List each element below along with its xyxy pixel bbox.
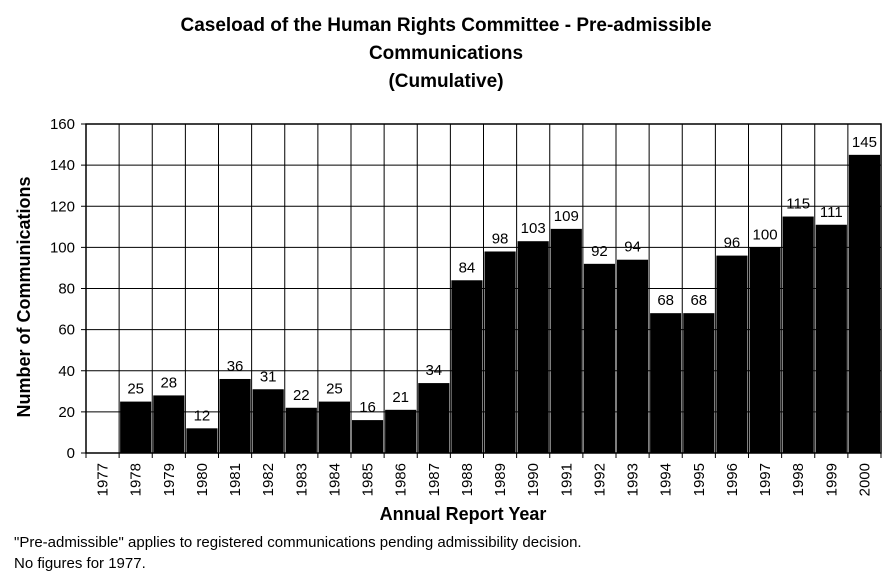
bar-1993: [616, 259, 649, 453]
x-tick-label-1981: 1981: [227, 463, 244, 496]
y-tick-label: 40: [58, 363, 75, 380]
x-tick-label-2000: 2000: [856, 463, 873, 496]
x-tick-label-1996: 1996: [724, 463, 741, 496]
data-label-1998: 115: [786, 196, 810, 213]
footnote-1977: No figures for 1977.: [14, 555, 146, 572]
x-tick-label-1985: 1985: [360, 463, 377, 496]
bar-1987: [418, 383, 450, 453]
data-label-1980: 12: [194, 407, 211, 424]
bars: [120, 154, 881, 453]
data-label-1987: 34: [425, 362, 442, 379]
bar-1983: [285, 407, 317, 453]
y-tick-label: 160: [50, 116, 75, 133]
x-tick-label-1987: 1987: [426, 463, 443, 496]
y-axis-label: Number of Communications: [14, 176, 34, 417]
y-tick-label: 80: [58, 281, 75, 298]
y-tick-label: 100: [50, 239, 75, 256]
x-tick-label-1992: 1992: [591, 463, 608, 496]
x-tick-label-1997: 1997: [757, 463, 774, 496]
x-tick-label-1990: 1990: [525, 463, 542, 496]
bar-1978: [120, 401, 152, 453]
bar-1985: [351, 420, 384, 453]
chart-title-line-1: Caseload of the Human Rights Committee -…: [180, 15, 712, 36]
bar-1994: [650, 313, 682, 453]
y-tick-label: 0: [67, 445, 75, 462]
x-tick-label-1984: 1984: [326, 463, 343, 496]
y-tick-label: 140: [50, 157, 75, 174]
data-label-1994: 68: [657, 292, 674, 309]
data-label-1993: 94: [624, 239, 641, 256]
bar-1991: [550, 228, 582, 453]
data-label-1981: 36: [227, 358, 244, 375]
x-tick-label-1982: 1982: [260, 463, 277, 496]
bar-1998: [782, 216, 814, 453]
data-label-1979: 28: [160, 374, 177, 391]
data-label-1997: 100: [753, 226, 778, 243]
bar-1997: [749, 247, 781, 453]
bar-1984: [318, 401, 351, 453]
x-tick-label-1991: 1991: [558, 463, 575, 496]
data-label-1986: 21: [392, 389, 409, 406]
axes: 0 20 40 60 80 100 120 140 160 1977 1978 1979 1980 198…: [50, 116, 882, 496]
bar-1988: [451, 280, 483, 453]
footnote-preadmissible: "Pre-admissible" applies to registered c…: [14, 534, 582, 551]
bar-1990: [517, 241, 549, 453]
x-tick-label-1993: 1993: [625, 463, 642, 496]
y-tick-label: 60: [58, 322, 75, 339]
data-label-1995: 68: [690, 292, 707, 309]
x-tick-label-1994: 1994: [658, 463, 675, 496]
data-label-1989: 98: [492, 230, 509, 247]
bar-1992: [583, 263, 616, 453]
bar-1981: [219, 378, 251, 453]
data-label-1984: 25: [326, 381, 343, 398]
x-tick-label-1995: 1995: [691, 463, 708, 496]
bar-1986: [385, 409, 417, 453]
chart-title-line-2: Communications: [368, 43, 524, 64]
x-axis-label: Annual Report Year: [380, 504, 547, 524]
data-label-1990: 103: [521, 220, 546, 237]
data-label-1988: 84: [459, 259, 476, 276]
data-label-1982: 31: [260, 368, 277, 385]
data-label-1999: 111: [820, 204, 843, 221]
bar-1979: [153, 395, 185, 453]
bar-1989: [484, 251, 516, 453]
plot-area-border: [85, 123, 882, 454]
data-label-1996: 96: [724, 235, 741, 252]
chart-title-line-3: (Cumulative): [388, 71, 504, 92]
data-label-1991: 109: [554, 208, 579, 225]
x-tick-label-1988: 1988: [459, 463, 476, 496]
bar-1982: [252, 389, 284, 453]
x-tick-label-1983: 1983: [293, 463, 310, 496]
x-tick-label-1978: 1978: [128, 463, 145, 496]
x-tick-label-1999: 1999: [823, 463, 840, 496]
bar-1996: [716, 255, 748, 453]
x-tick-label-1979: 1979: [161, 463, 178, 496]
data-label-1985: 16: [359, 399, 376, 416]
x-tick-label-1998: 1998: [790, 463, 807, 496]
bar-1980: [186, 428, 218, 453]
x-tick-label-1980: 1980: [194, 463, 211, 496]
data-label-2000: 145: [852, 134, 877, 151]
x-tick-label-1986: 1986: [393, 463, 410, 496]
data-label-1978: 25: [127, 381, 144, 398]
data-label-1992: 92: [591, 243, 608, 260]
y-tick-label: 20: [58, 404, 75, 421]
y-tick-label: 120: [50, 198, 75, 215]
data-label-1983: 22: [293, 387, 310, 404]
bar-1995: [683, 313, 715, 453]
x-tick-label-1977: 1977: [95, 463, 112, 496]
x-tick-label-1989: 1989: [492, 463, 509, 496]
bar-2000: [848, 154, 881, 453]
data-labels: 25 28 12 36 31 22 25 16 21 34 84 98 103 109 92 94 68 68 96…: [127, 134, 877, 424]
bar-1999: [815, 224, 847, 453]
